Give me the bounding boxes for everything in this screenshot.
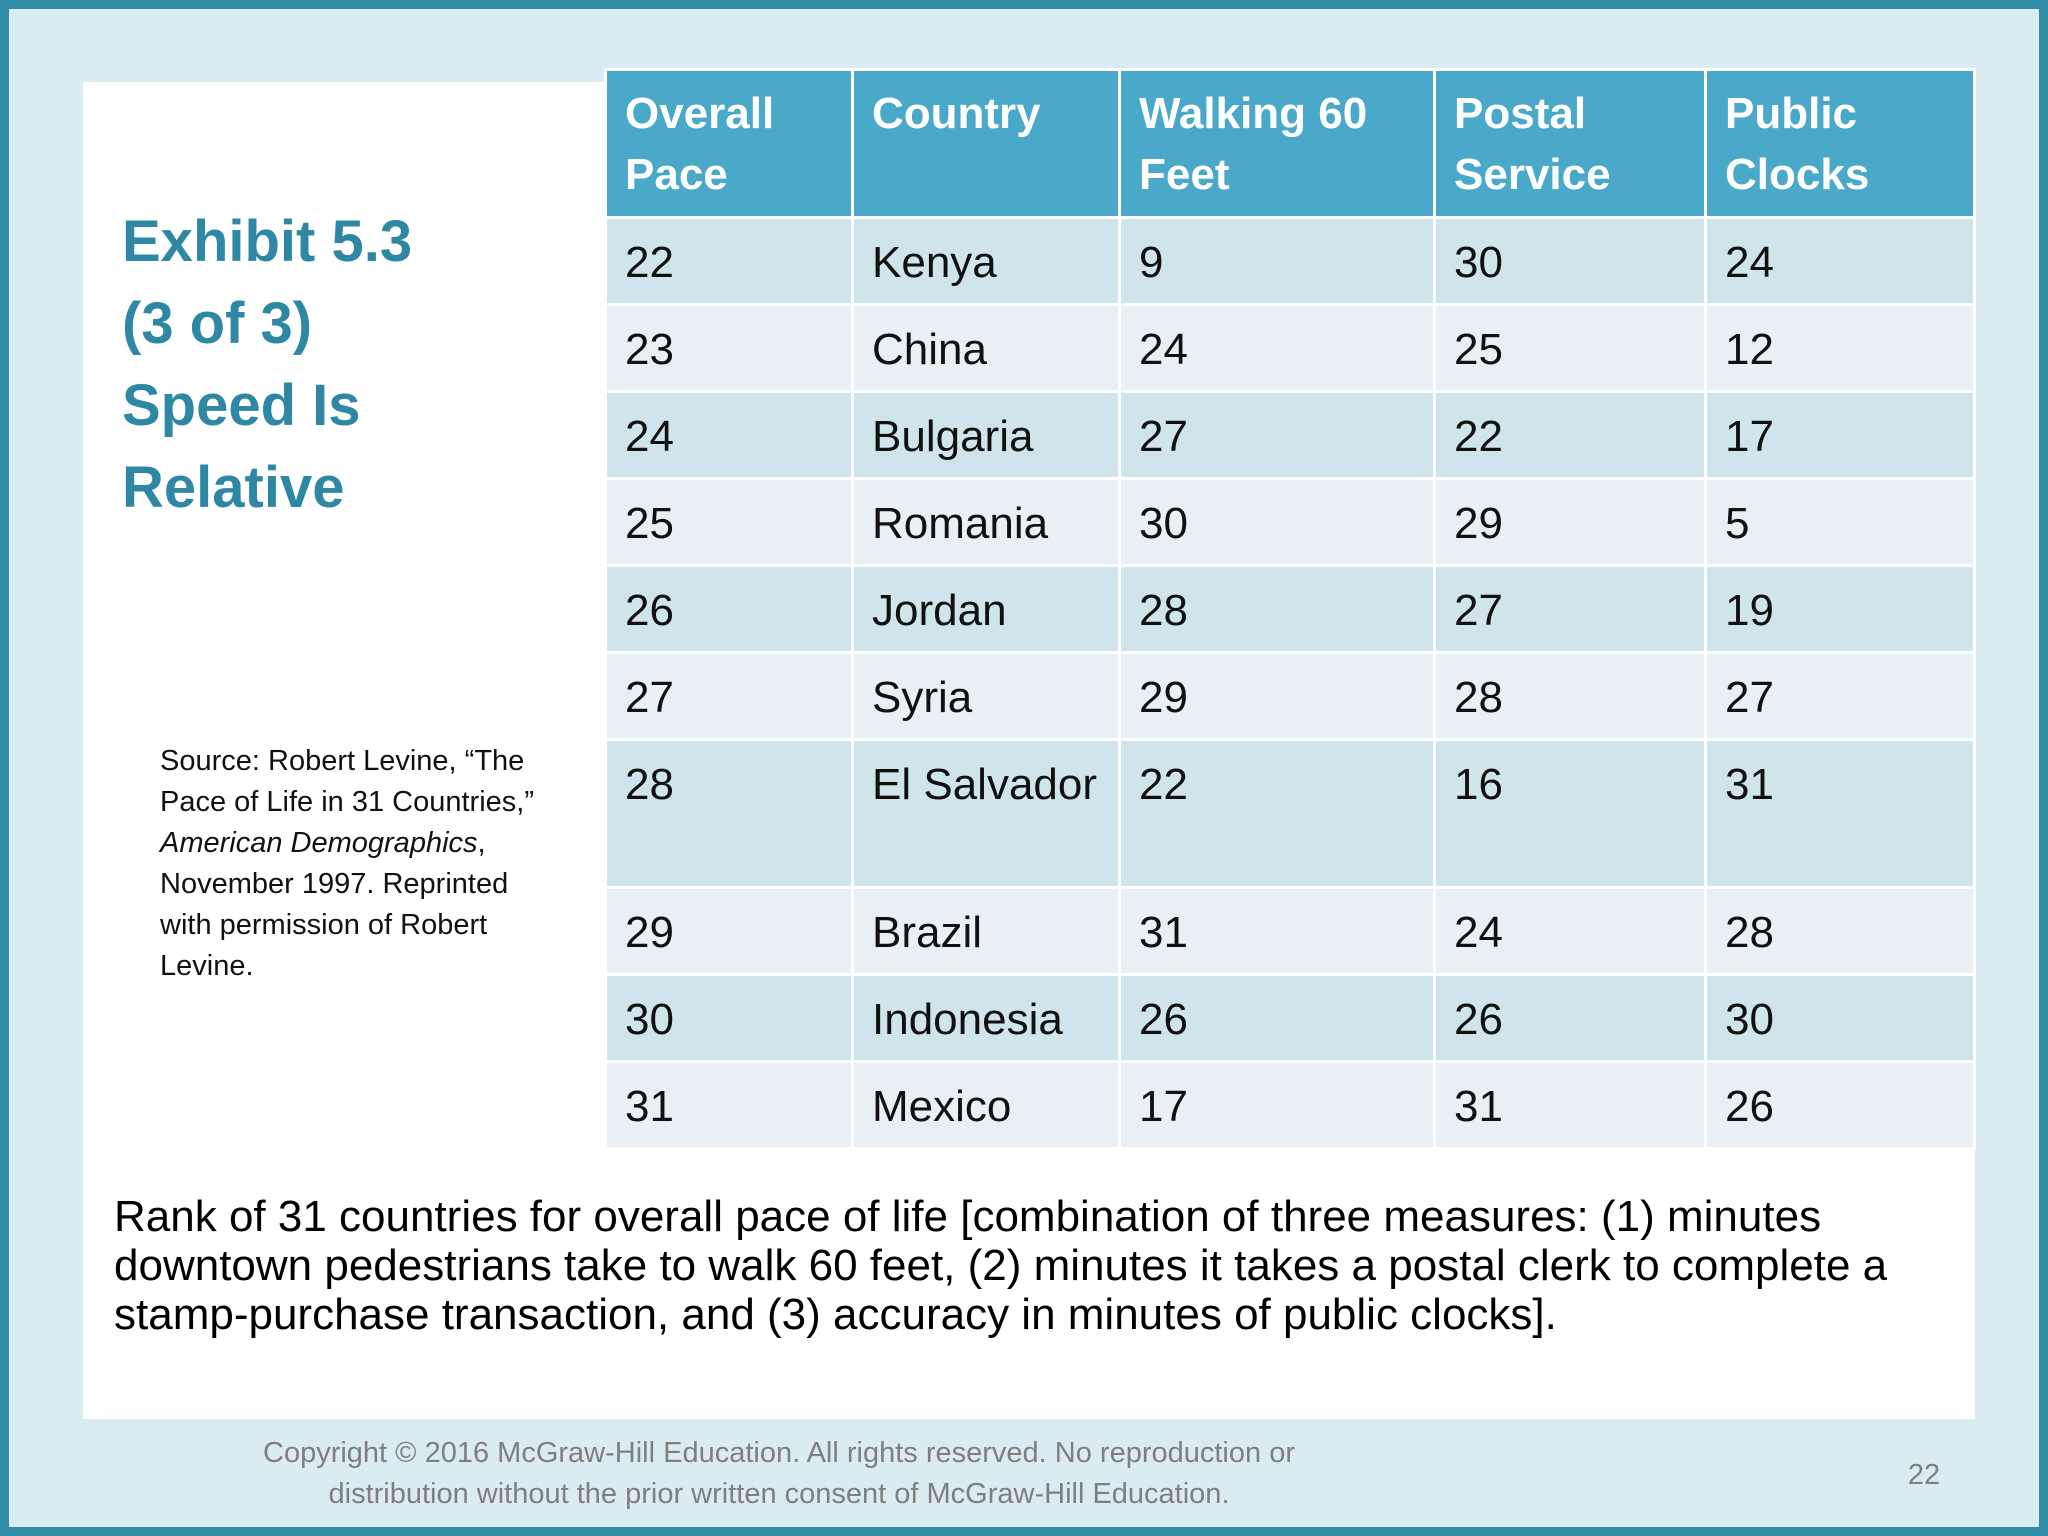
table-cell: 27 — [604, 651, 854, 741]
pace-of-life-table: Overall Pace Country Walking 60 Feet Pos… — [604, 68, 1976, 1150]
table-cell: 5 — [1704, 477, 1976, 567]
table-row: 28 El Salvador 22 16 31 — [604, 738, 1976, 889]
table-row: 23 China 24 25 12 — [604, 303, 1976, 393]
table-cell: 17 — [1704, 390, 1976, 480]
column-header: Country — [851, 68, 1121, 219]
table-cell: China — [851, 303, 1121, 393]
slide-title: Exhibit 5.3 (3 of 3) Speed Is Relative — [122, 201, 542, 529]
table-cell: El Salvador — [851, 738, 1121, 889]
copyright-line: distribution without the prior written c… — [328, 1478, 1230, 1510]
table-cell: 26 — [1433, 973, 1707, 1063]
table-header-row: Overall Pace Country Walking 60 Feet Pos… — [604, 68, 1976, 219]
table-cell: Bulgaria — [851, 390, 1121, 480]
table-cell: 27 — [1704, 651, 1976, 741]
column-header: Walking 60 Feet — [1118, 68, 1436, 219]
source-prefix: Source: Robert Levine, “The Pace of Life… — [160, 745, 534, 818]
table-cell: 23 — [604, 303, 854, 393]
table-cell: 22 — [1118, 738, 1436, 889]
table-cell: 31 — [1118, 886, 1436, 976]
table-cell: Kenya — [851, 216, 1121, 306]
table-cell: Indonesia — [851, 973, 1121, 1063]
table-cell: Jordan — [851, 564, 1121, 654]
table-cell: 24 — [1433, 886, 1707, 976]
table-cell: 16 — [1433, 738, 1707, 889]
table-cell: 29 — [1118, 651, 1436, 741]
table-cell: Syria — [851, 651, 1121, 741]
title-line: Exhibit 5.3 — [122, 209, 413, 274]
table-caption: Rank of 31 countries for overall pace of… — [114, 1192, 1888, 1339]
table-cell: 28 — [604, 738, 854, 889]
table-cell: 22 — [1433, 390, 1707, 480]
table-row: 30 Indonesia 26 26 30 — [604, 973, 1976, 1063]
table-cell: 30 — [1704, 973, 1976, 1063]
table-cell: 19 — [1704, 564, 1976, 654]
table-cell: 29 — [604, 886, 854, 976]
table-cell: 28 — [1433, 651, 1707, 741]
table-cell: 9 — [1118, 216, 1436, 306]
column-header: Public Clocks — [1704, 68, 1976, 219]
table-cell: 24 — [1704, 216, 1976, 306]
table-cell: 25 — [604, 477, 854, 567]
table-cell: 30 — [1118, 477, 1436, 567]
table-cell: 29 — [1433, 477, 1707, 567]
source-publication: American Demographics — [160, 827, 478, 859]
table-row: 24 Bulgaria 27 22 17 — [604, 390, 1976, 480]
table-cell: 26 — [604, 564, 854, 654]
table-cell: Mexico — [851, 1060, 1121, 1150]
table-row: 26 Jordan 28 27 19 — [604, 564, 1976, 654]
column-header: Overall Pace — [604, 68, 854, 219]
title-line: Relative — [122, 455, 345, 520]
table-cell: 26 — [1118, 973, 1436, 1063]
table-cell: 31 — [1704, 738, 1976, 889]
table-row: 29 Brazil 31 24 28 — [604, 886, 1976, 976]
table-row: 31 Mexico 17 31 26 — [604, 1060, 1976, 1150]
table-cell: 28 — [1118, 564, 1436, 654]
table-cell: 31 — [1433, 1060, 1707, 1150]
source-suffix: , November 1997. Reprinted with permissi… — [160, 827, 509, 982]
title-line: (3 of 3) — [122, 291, 313, 356]
table-cell: 27 — [1118, 390, 1436, 480]
copyright-line: Copyright © 2016 McGraw-Hill Education. … — [263, 1437, 1295, 1469]
table-cell: Romania — [851, 477, 1121, 567]
copyright-notice: Copyright © 2016 McGraw-Hill Education. … — [149, 1433, 1409, 1515]
table-row: 22 Kenya 9 30 24 — [604, 216, 1976, 306]
table-row: 27 Syria 29 28 27 — [604, 651, 1976, 741]
table-cell: 30 — [604, 973, 854, 1063]
table-cell: 25 — [1433, 303, 1707, 393]
table-cell: 26 — [1704, 1060, 1976, 1150]
table-cell: 17 — [1118, 1060, 1436, 1150]
table-cell: 24 — [1118, 303, 1436, 393]
table-row: 25 Romania 30 29 5 — [604, 477, 1976, 567]
table-cell: 28 — [1704, 886, 1976, 976]
table-cell: 22 — [604, 216, 854, 306]
title-line: Speed Is — [122, 373, 361, 438]
table-cell: Brazil — [851, 886, 1121, 976]
page-number: 22 — [1907, 1459, 1941, 1491]
column-header: Postal Service — [1433, 68, 1707, 219]
source-note: Source: Robert Levine, “The Pace of Life… — [160, 741, 560, 987]
table-cell: 12 — [1704, 303, 1976, 393]
table-cell: 24 — [604, 390, 854, 480]
table-cell: 27 — [1433, 564, 1707, 654]
table-cell: 30 — [1433, 216, 1707, 306]
table-cell: 31 — [604, 1060, 854, 1150]
